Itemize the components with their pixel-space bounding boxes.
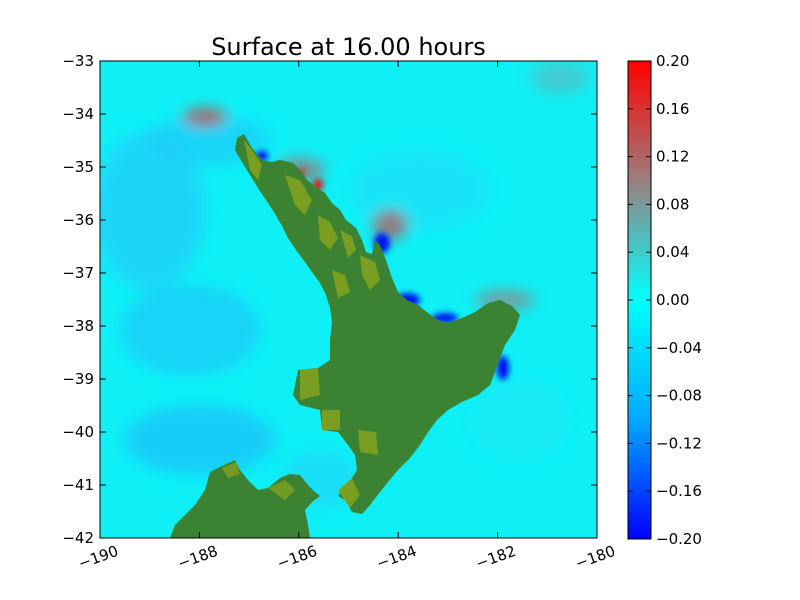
positive-anomaly bbox=[372, 210, 408, 240]
deeper-sea-region bbox=[470, 380, 570, 460]
highland-patch bbox=[360, 255, 380, 290]
y-tick-label: −42 bbox=[62, 529, 94, 547]
highland-patch bbox=[285, 175, 312, 215]
highland-patch bbox=[332, 270, 350, 298]
colorbar-tick-label: −0.04 bbox=[656, 339, 702, 357]
y-tick-label: −40 bbox=[62, 423, 94, 441]
south-island-highlands bbox=[222, 462, 295, 500]
y-tick-label: −38 bbox=[62, 317, 94, 335]
highland-patch bbox=[244, 140, 262, 180]
colorbar-tick-label: 0.12 bbox=[656, 148, 689, 166]
deeper-sea-region bbox=[120, 285, 260, 375]
y-axis: −33 −34 −35 −36 −37 −38 −39 −40 −41 −42 bbox=[62, 52, 597, 547]
south-island-land bbox=[170, 460, 320, 538]
highland-patch bbox=[300, 368, 320, 400]
colorbar-tick-label: −0.12 bbox=[656, 434, 702, 452]
colorbar-tick-label: 0.00 bbox=[656, 291, 689, 309]
y-tick-label: −36 bbox=[62, 211, 94, 229]
y-tick-label: −35 bbox=[62, 158, 94, 176]
chart-title: Surface at 16.00 hours bbox=[211, 33, 486, 61]
north-island-land bbox=[235, 134, 520, 514]
y-tick-label: −39 bbox=[62, 370, 94, 388]
colorbar-tick-label: −0.20 bbox=[656, 530, 702, 548]
y-tick-label: −37 bbox=[62, 264, 94, 282]
north-island-highlands bbox=[244, 140, 380, 508]
x-tick-label: −184 bbox=[374, 542, 419, 573]
colorbar-tick-label: 0.04 bbox=[656, 243, 689, 261]
colorbar-tick-label: −0.08 bbox=[656, 387, 702, 405]
x-tick-label: −188 bbox=[175, 542, 220, 573]
colorbar-tick-label: 0.08 bbox=[656, 195, 689, 213]
x-tick-label: −180 bbox=[573, 542, 618, 573]
deeper-sea-region bbox=[350, 150, 490, 230]
highland-patch bbox=[318, 215, 338, 250]
plot-area bbox=[100, 61, 597, 538]
highland-patch bbox=[338, 478, 360, 508]
x-tick-label: −182 bbox=[473, 542, 518, 573]
colorbar: 0.20 0.16 0.12 0.08 0.04 0.00 −0.04 −0.08 −0.12 −… bbox=[627, 52, 702, 548]
positive-anomaly bbox=[183, 108, 227, 126]
y-tick-label: −41 bbox=[62, 476, 94, 494]
positive-anomaly bbox=[530, 62, 590, 94]
highland-patch bbox=[340, 230, 356, 258]
y-tick-label: −34 bbox=[62, 105, 94, 123]
highland-patch bbox=[322, 410, 340, 430]
highland-patch bbox=[358, 430, 378, 455]
x-tick-label: −186 bbox=[275, 542, 320, 573]
highland-patch bbox=[222, 462, 240, 478]
y-tick-label: −33 bbox=[62, 52, 94, 70]
colorbar-ticks: 0.20 0.16 0.12 0.08 0.04 0.00 −0.04 −0.08 −0.12 −… bbox=[628, 52, 702, 548]
colorbar-tick-label: 0.20 bbox=[656, 52, 689, 70]
colorbar-tick-label: 0.16 bbox=[656, 100, 689, 118]
plot-frame bbox=[99, 60, 598, 539]
deeper-sea-region bbox=[125, 405, 275, 475]
negative-anomaly bbox=[497, 356, 509, 380]
highland-patch bbox=[268, 480, 295, 500]
colorbar-tick-label: −0.16 bbox=[656, 482, 702, 500]
deeper-sea-region bbox=[100, 130, 205, 290]
